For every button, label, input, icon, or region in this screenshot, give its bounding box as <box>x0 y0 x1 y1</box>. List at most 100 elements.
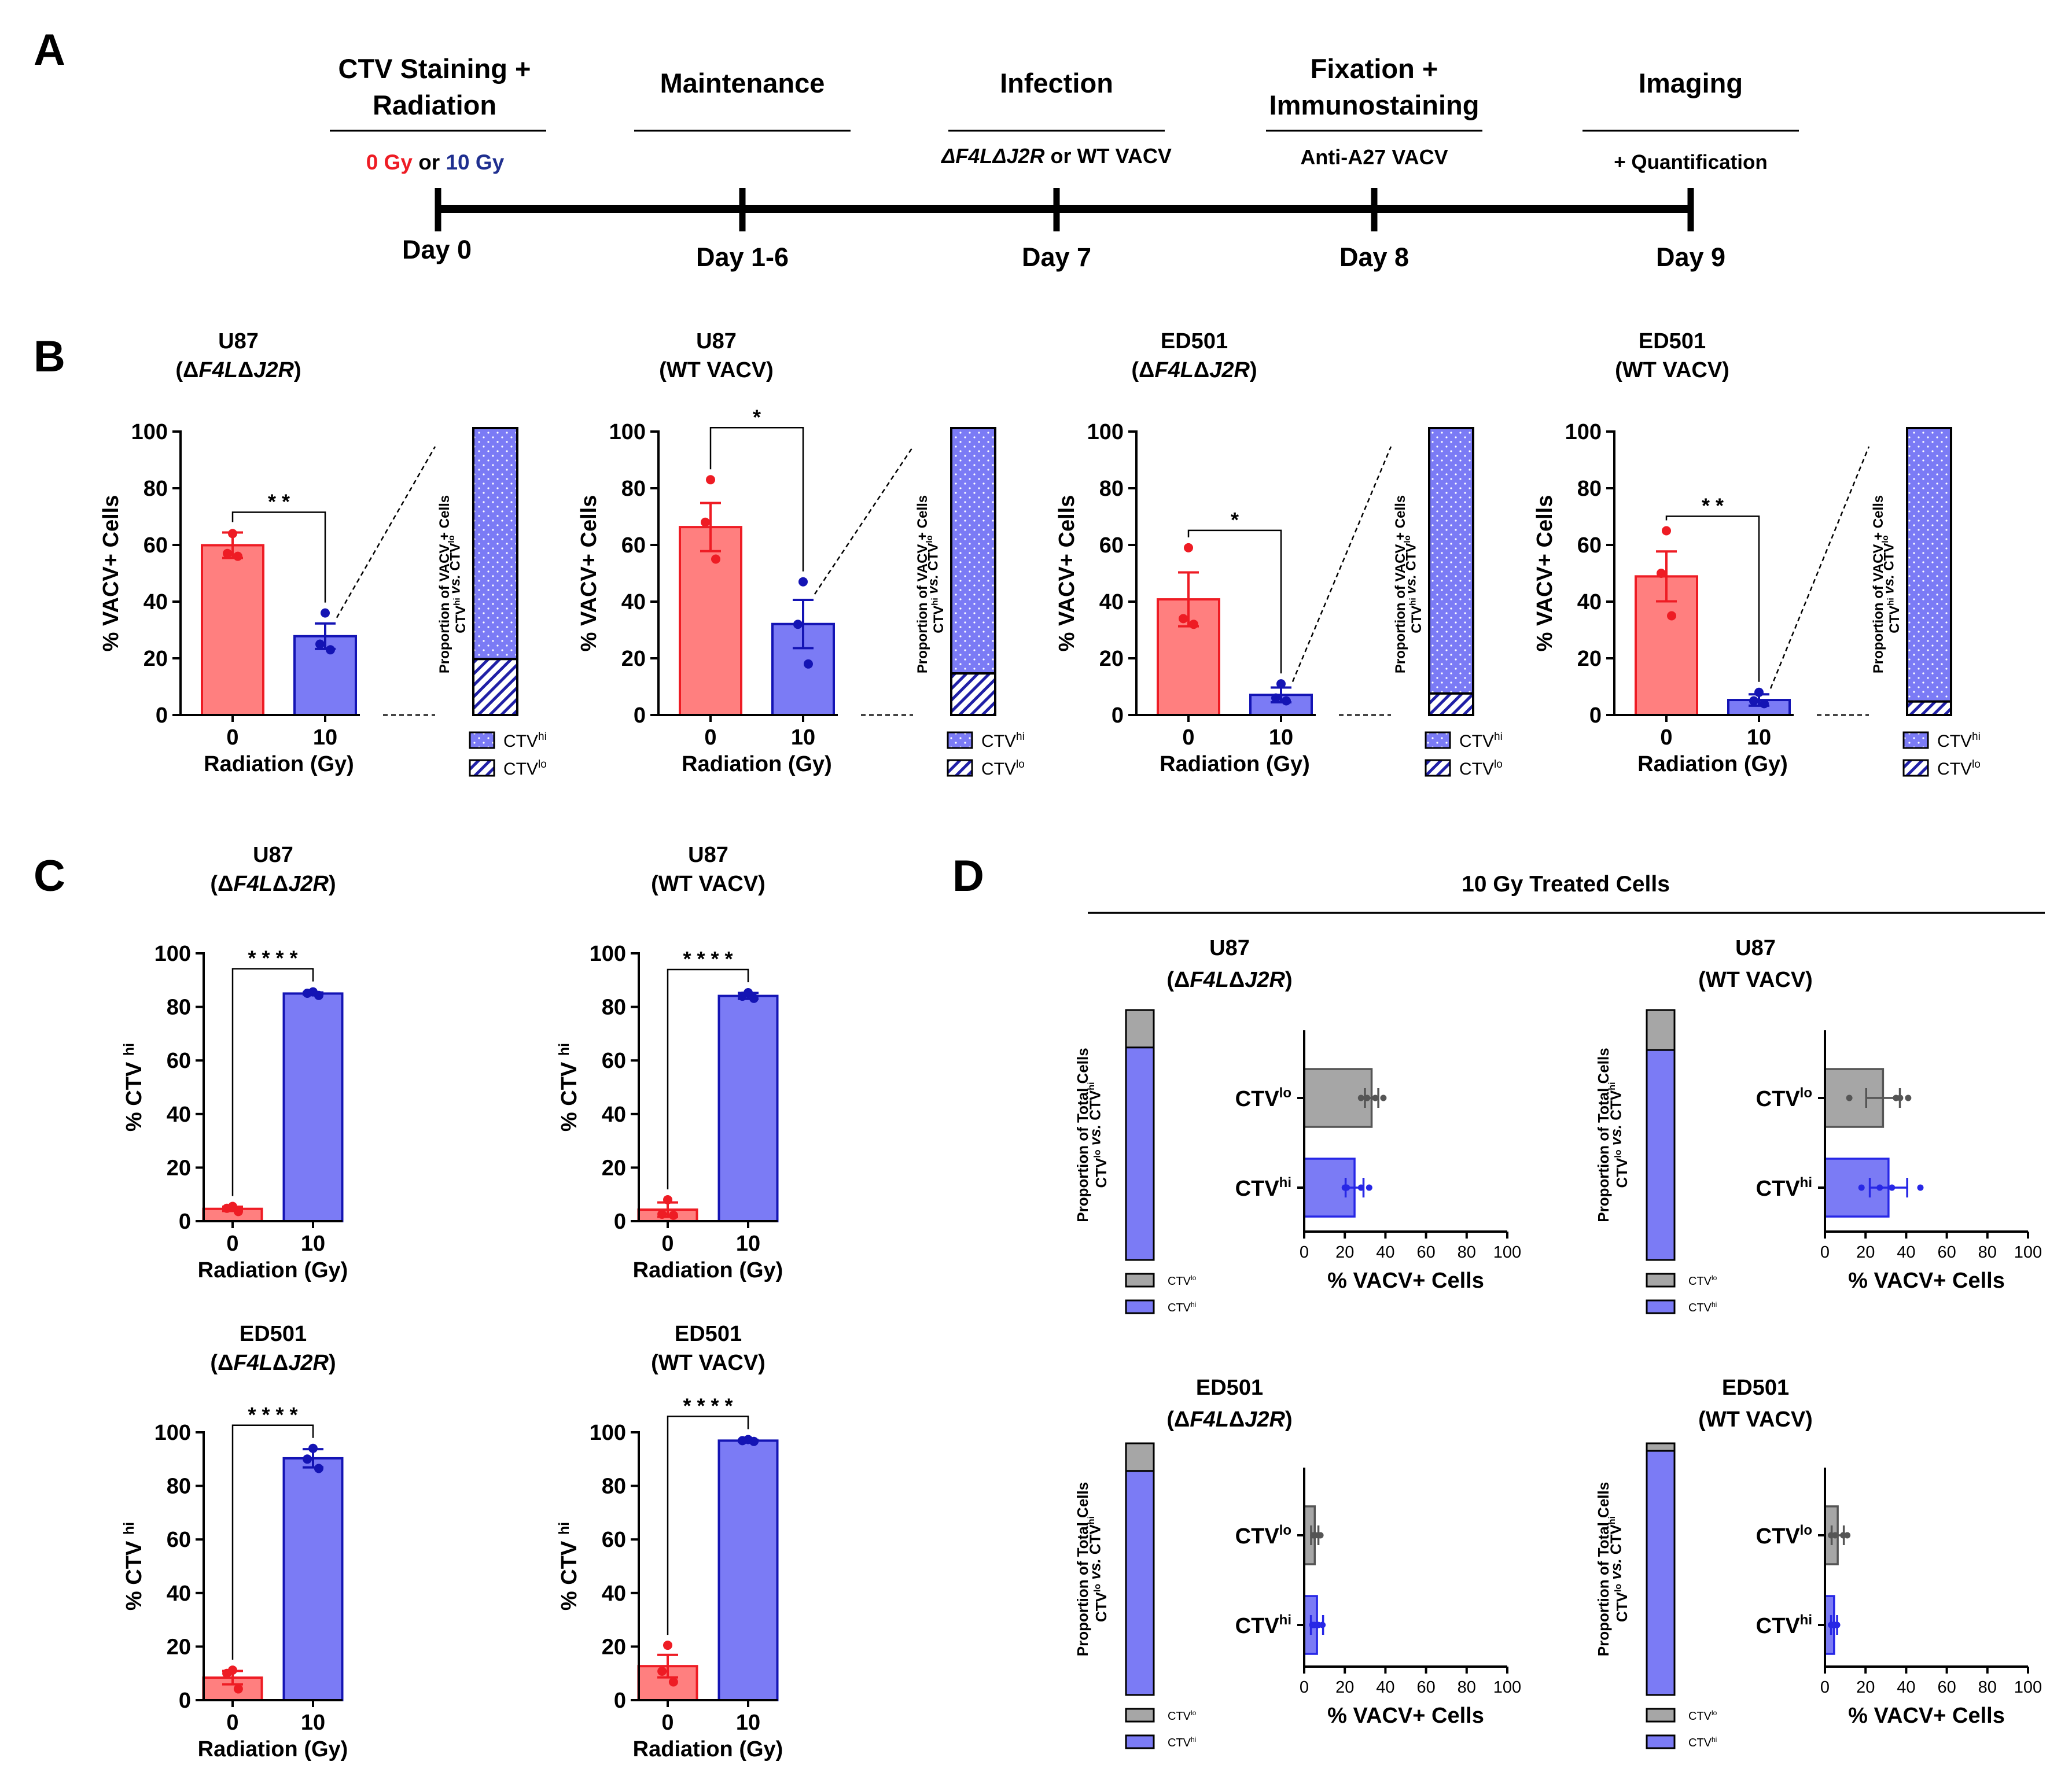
significance-stars: * * * * <box>683 947 733 971</box>
x-tick-label: 100 <box>2014 1243 2042 1262</box>
data-point <box>1828 1532 1835 1539</box>
chart-title: ED501 <box>1722 1376 1789 1400</box>
bar <box>679 526 742 716</box>
x-tick-label: 0 <box>661 1711 674 1735</box>
y-tick-label: 60 <box>602 1049 626 1073</box>
data-point <box>668 1210 678 1220</box>
proportion-axis-label: Proportion of Total Cells <box>1595 1482 1612 1656</box>
legend-swatch-ctvhi <box>1902 731 1929 749</box>
bar <box>717 994 779 1222</box>
proportion-ctvlo <box>950 672 996 716</box>
x-tick-label: 80 <box>1458 1678 1476 1697</box>
x-tick-label: 60 <box>1937 1678 1956 1697</box>
significance-bracket <box>667 968 749 1189</box>
legend-label-ctvhi: CTVhi <box>981 731 1025 751</box>
data-point <box>1317 1532 1324 1539</box>
proportion-ctvhi <box>950 427 996 675</box>
y-axis-label: % CTV hi <box>121 1522 146 1610</box>
y-tick-label: 80 <box>1099 477 1124 501</box>
y-tick-label: 100 <box>1087 420 1124 444</box>
data-point <box>1179 614 1188 624</box>
significance-stars: * * * * <box>248 1403 297 1427</box>
data-point <box>326 645 335 655</box>
timeline-day-label: Day 0 <box>402 235 472 264</box>
y-tick-label: 0 <box>1112 703 1124 728</box>
y-tick-label: 60 <box>167 1528 191 1552</box>
y-tick-label: 100 <box>609 420 646 444</box>
legend-swatch-ctvhi <box>1646 1734 1676 1749</box>
x-tick-label: 60 <box>1937 1243 1956 1262</box>
y-axis-label: % VACV+ Cells <box>99 495 123 652</box>
y-tick-label: 100 <box>154 942 191 966</box>
x-tick-label: 0 <box>1820 1678 1830 1697</box>
proportion-ctvlo <box>1428 692 1474 717</box>
chart-title: (WT VACV) <box>659 358 774 382</box>
data-point <box>1357 1094 1364 1101</box>
y-tick-label: 20 <box>1577 647 1602 671</box>
chart-title: (WT VACV) <box>651 872 766 896</box>
x-tick-label: 40 <box>1897 1678 1915 1697</box>
y-category-label: CTVhi <box>1235 1175 1291 1201</box>
x-tick-label: 0 <box>1300 1243 1309 1262</box>
y-tick-label: 40 <box>602 1103 626 1127</box>
data-point <box>711 554 720 564</box>
proportion-ctvhi <box>1906 427 1952 703</box>
x-tick-label: 0 <box>1182 725 1194 750</box>
significance-bracket <box>667 1416 749 1635</box>
x-tick-label: 20 <box>1335 1243 1354 1262</box>
timeline-virus-options: ΔF4LΔJ2R or WT VACV <box>940 144 1172 168</box>
significance-bracket <box>231 511 326 603</box>
proportion-axis-label: Proportion of VACV + Cells <box>437 495 452 673</box>
zoom-connector <box>1769 446 1870 689</box>
zoom-connector <box>1291 446 1392 682</box>
chart-title: ED501 <box>1639 329 1706 353</box>
chart-title: (WT VACV) <box>1698 968 1813 992</box>
y-tick-label: 80 <box>143 477 168 501</box>
data-point <box>804 659 813 669</box>
y-tick-label: 0 <box>156 703 168 728</box>
legend-label-ctvlo: CTVlo <box>1459 758 1503 779</box>
proportion-axis-label: Proportion of Total Cells <box>1074 1048 1091 1222</box>
legend-swatch-ctvhi <box>947 731 973 749</box>
data-point <box>315 639 325 649</box>
chart-B: ED501(ΔF4LΔJ2R)0 10020406080100Radiation … <box>1055 329 1503 779</box>
legend-swatch-ctvhi <box>469 731 495 749</box>
timeline-day-label: Day 7 <box>1022 242 1091 272</box>
y-tick-label: 0 <box>614 1210 626 1234</box>
y-tick-label: 40 <box>143 590 168 614</box>
y-tick-label: 60 <box>143 533 168 558</box>
legend-swatch-ctvlo <box>1125 1273 1155 1288</box>
data-point <box>303 1454 312 1464</box>
y-tick-label: 40 <box>1577 590 1602 614</box>
legend-label-ctvhi: CTVhi <box>1168 1735 1196 1749</box>
y-tick-label: 0 <box>179 1689 191 1713</box>
data-point <box>1754 687 1764 697</box>
timeline-imaging-sub: + Quantification <box>1614 151 1767 174</box>
data-point <box>233 1207 243 1217</box>
data-point <box>706 475 715 485</box>
legend-swatch-ctvlo <box>1902 759 1929 777</box>
data-point <box>1344 1184 1350 1191</box>
y-axis-label: % VACV+ Cells <box>1533 495 1557 652</box>
timeline: CTV Staining + Radiation Day 0 Maintenance D… <box>330 53 1799 272</box>
panel-d-title: 10 Gy Treated Cells <box>1462 872 1670 897</box>
proportion-ctvlo <box>1125 1009 1155 1049</box>
data-point <box>1917 1184 1924 1191</box>
timeline-stage-title: Maintenance <box>660 68 825 98</box>
y-tick-label: 100 <box>590 1421 626 1445</box>
legend-swatch-ctvlo <box>1125 1708 1155 1723</box>
legend-swatch-ctvlo <box>469 759 495 777</box>
significance-stars: * * * * <box>248 946 297 970</box>
y-tick-label: 0 <box>1589 703 1602 728</box>
legend-label-ctvlo: CTVlo <box>1688 1709 1717 1723</box>
data-point <box>1749 696 1758 706</box>
data-point <box>1905 1094 1912 1101</box>
y-tick-label: 80 <box>167 996 191 1020</box>
timeline-stage-title: Radiation <box>373 90 496 120</box>
data-point <box>314 1464 323 1473</box>
data-point <box>749 993 759 1003</box>
